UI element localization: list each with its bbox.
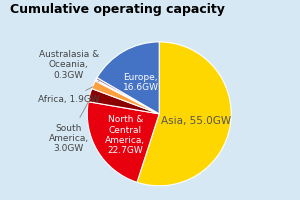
Wedge shape (92, 81, 159, 114)
Text: North &
Central
America,
22.7GW: North & Central America, 22.7GW (105, 115, 146, 155)
Text: Australasia &
Oceania,
0.3GW: Australasia & Oceania, 0.3GW (39, 50, 99, 82)
Wedge shape (96, 78, 159, 114)
Text: South
America,
3.0GW: South America, 3.0GW (49, 99, 91, 153)
Wedge shape (137, 43, 231, 186)
Wedge shape (87, 102, 159, 182)
Wedge shape (95, 80, 159, 114)
Wedge shape (97, 43, 159, 114)
Text: Europe,
16.6GW: Europe, 16.6GW (123, 72, 159, 92)
Text: Cumulative operating capacity: Cumulative operating capacity (10, 3, 225, 16)
Wedge shape (88, 89, 159, 114)
Text: Asia, 55.0GW: Asia, 55.0GW (161, 115, 231, 125)
Text: Africa, 1.9GW: Africa, 1.9GW (38, 87, 100, 104)
